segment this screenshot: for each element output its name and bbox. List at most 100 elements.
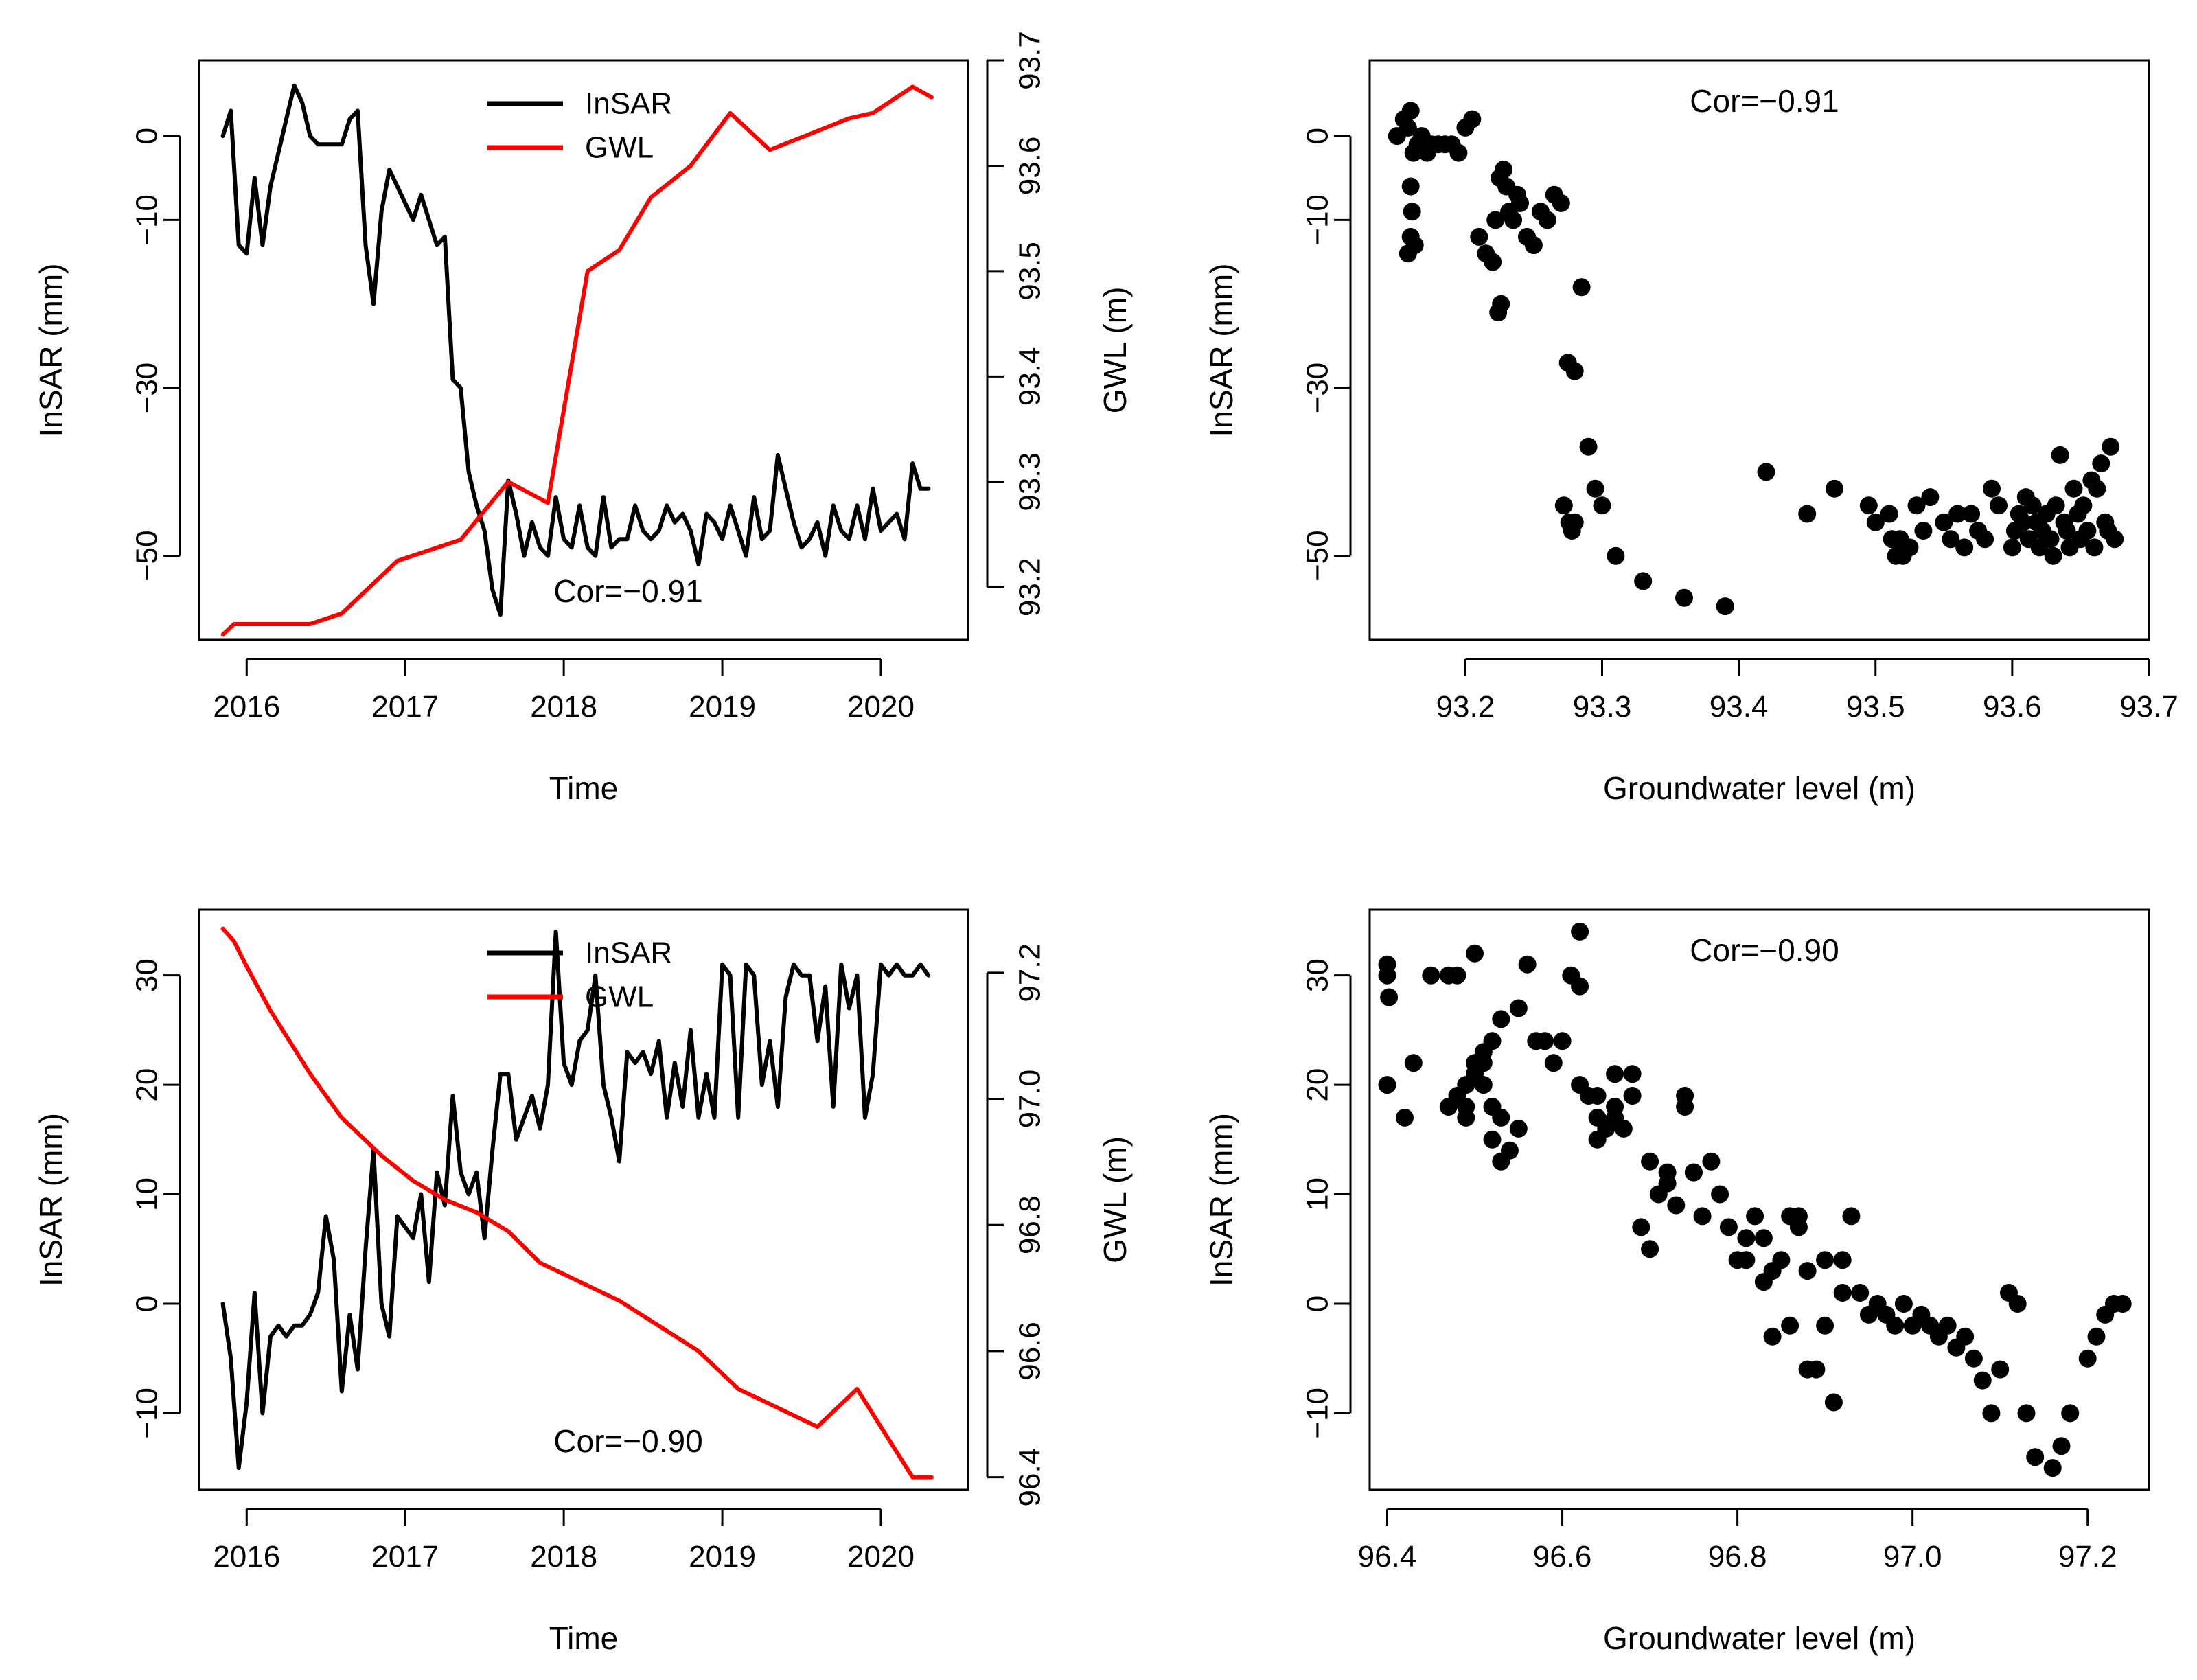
plot-frame — [1368, 59, 2150, 641]
scatter-point — [1716, 597, 1734, 616]
scatter-point — [1962, 505, 1981, 523]
scatter-point — [1565, 362, 1584, 380]
scatter-point — [1675, 588, 1693, 607]
x-tick-label: 96.4 — [1358, 1540, 1417, 1574]
legend-label: GWL — [585, 980, 654, 1014]
x-tick-label: 96.6 — [1533, 1540, 1592, 1574]
scatter-point — [1380, 988, 1399, 1006]
scatter-point — [1842, 1207, 1861, 1226]
scatter-point — [1606, 1108, 1624, 1127]
scatter-point — [2085, 538, 2104, 557]
scatter-point — [2106, 530, 2124, 549]
scatter-point — [1942, 530, 1960, 549]
scatter-point — [2088, 479, 2106, 498]
y-right-tick-label: 93.2 — [1013, 557, 1047, 617]
scatter-point — [1623, 1065, 1642, 1083]
scatter-point — [1914, 522, 1933, 540]
scatter-point — [1593, 496, 1611, 515]
scatter-point — [1449, 143, 1468, 162]
scatter-point — [1833, 1251, 1852, 1269]
scatter-point — [1474, 1076, 1493, 1094]
scatter-point — [1798, 1360, 1817, 1379]
y-tick-label: 10 — [130, 1177, 164, 1211]
scatter-point — [2078, 1349, 2097, 1368]
y-tick-label: 0 — [1301, 128, 1335, 144]
x-tick-label: 97.0 — [1883, 1540, 1942, 1574]
scatter-point — [1763, 1262, 1782, 1280]
scatter-point — [1399, 244, 1417, 263]
x-tick-label: 93.6 — [1983, 690, 2042, 724]
y-right-tick-label: 96.6 — [1013, 1322, 1047, 1381]
scatter-point — [1483, 1032, 1502, 1050]
y-axis-title: InSAR (mm) — [33, 1113, 69, 1287]
scatter-point — [1509, 1119, 1528, 1138]
scatter-point — [1976, 530, 1994, 549]
scatter-point — [1538, 211, 1556, 229]
scatter-point — [1886, 1316, 1905, 1335]
scatter-point — [1571, 977, 1589, 996]
y-tick-label: 0 — [130, 128, 164, 144]
scatter-point — [1511, 194, 1529, 212]
y-right-tick-label: 93.5 — [1013, 242, 1047, 301]
scatter-point — [1572, 278, 1591, 297]
scatter-point — [1553, 1032, 1572, 1050]
scatter-point — [1983, 479, 2001, 498]
y-right-tick-label: 97.2 — [1013, 943, 1047, 1002]
scatter-point — [1422, 966, 1440, 985]
scatter-point — [1404, 1054, 1423, 1072]
scatter-point — [1489, 303, 1508, 321]
scatter-point — [1474, 1054, 1493, 1072]
y-tick-label: −10 — [130, 1388, 164, 1439]
scatter-point — [1658, 1174, 1677, 1193]
x-tick-label: 96.8 — [1708, 1540, 1767, 1574]
y-tick-label: 20 — [1301, 1068, 1335, 1102]
scatter-point — [2058, 522, 2076, 540]
scatter-point — [1518, 955, 1537, 974]
scatter-point — [1588, 1087, 1607, 1105]
scatter-point — [1641, 1240, 1659, 1258]
y-right-tick-label: 93.6 — [1013, 137, 1047, 196]
scatter-point — [1509, 999, 1528, 1017]
scatter-point — [1667, 1196, 1686, 1215]
scatter-point — [1554, 496, 1573, 515]
scatter-point — [2023, 496, 2042, 515]
scatter-point — [1401, 227, 1420, 246]
scatter-point — [1826, 479, 1843, 498]
plot-frame — [198, 59, 969, 641]
scatter-point — [1396, 1108, 1414, 1127]
correlation-annotation: Cor=−0.90 — [553, 1423, 702, 1459]
y-right-axis-title: GWL (m) — [1097, 287, 1133, 414]
scatter-point — [1606, 1065, 1624, 1083]
scatter-point — [2043, 1459, 2062, 1477]
scatter-point — [1880, 505, 1898, 523]
x-tick-label: 93.2 — [1436, 690, 1495, 724]
scatter-point — [1719, 1218, 1738, 1236]
y-axis-title: InSAR (mm) — [1204, 1113, 1239, 1287]
x-axis-title: Time — [549, 770, 619, 806]
plot-frame — [1368, 908, 2150, 1491]
scatter-point — [1492, 1152, 1510, 1171]
scatter-point — [2074, 496, 2093, 515]
scatter-point — [1816, 1316, 1834, 1335]
scatter-point — [1439, 1098, 1458, 1116]
scatter-point — [1483, 1130, 1502, 1149]
x-tick-label: 93.3 — [1573, 690, 1632, 724]
y-tick-label: 20 — [130, 1068, 164, 1102]
scatter-point — [1851, 1284, 1870, 1302]
x-tick-label: 2017 — [371, 1540, 439, 1574]
series-line-insar — [220, 83, 931, 617]
scatter-point — [1754, 1229, 1773, 1247]
scatter-point — [1763, 1327, 1782, 1346]
y-tick-label: −10 — [1301, 1388, 1335, 1439]
scatter-point — [1457, 1108, 1475, 1127]
scatter-point — [1702, 1152, 1721, 1171]
x-axis-title: Groundwater level (m) — [1603, 770, 1916, 806]
scatter-point — [1737, 1251, 1756, 1269]
y-tick-label: −30 — [130, 363, 164, 414]
scatter-point — [1579, 437, 1598, 456]
scatter-point — [1571, 1076, 1589, 1094]
scatter-point — [1781, 1316, 1799, 1335]
x-tick-label: 2019 — [689, 690, 756, 724]
scatter-point — [2102, 437, 2120, 456]
y-axis-title: InSAR (mm) — [33, 264, 69, 437]
